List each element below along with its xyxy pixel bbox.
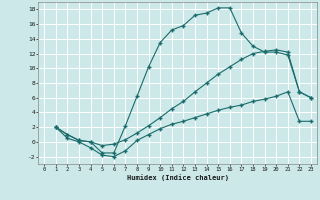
X-axis label: Humidex (Indice chaleur): Humidex (Indice chaleur) bbox=[127, 174, 228, 181]
